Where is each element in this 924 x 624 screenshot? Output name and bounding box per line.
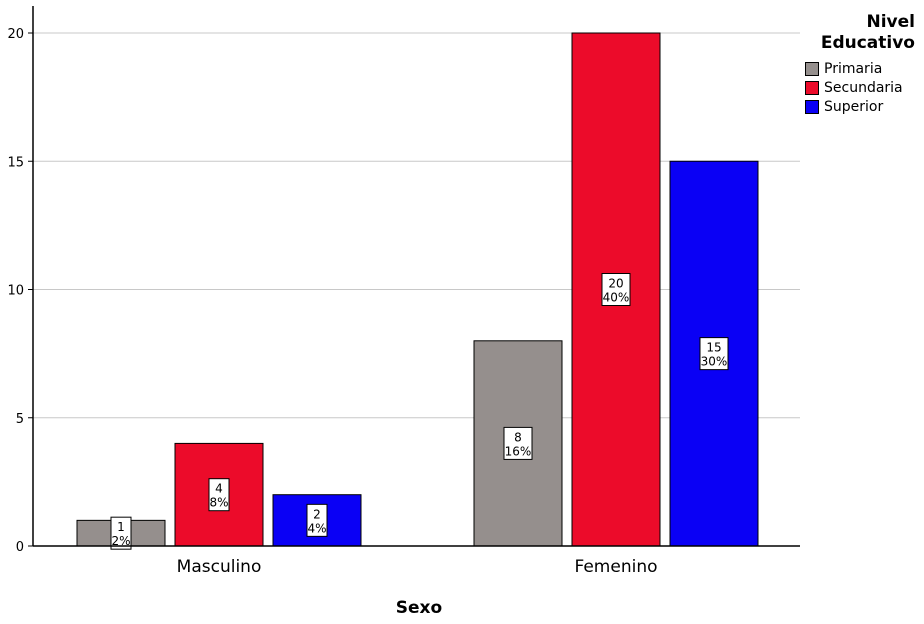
- legend-swatch: [805, 81, 819, 95]
- legend-item-primaria: Primaria: [805, 60, 921, 78]
- data-label-percent: 2%: [111, 534, 130, 548]
- legend-swatch: [805, 100, 819, 114]
- data-label-count: 20: [608, 277, 623, 291]
- legend: Nivel Educativo Primaria Secundaria Superi…: [803, 12, 921, 116]
- legend-label: Superior: [824, 99, 884, 115]
- x-tick-label: Femenino: [575, 557, 658, 577]
- legend-item-superior: Superior: [805, 98, 921, 116]
- legend-items: Primaria Secundaria Superior: [805, 60, 921, 116]
- y-tick-label: 10: [7, 284, 24, 299]
- legend-swatch: [805, 62, 819, 76]
- data-label-count: 2: [313, 507, 321, 521]
- data-label-count: 1: [117, 520, 125, 534]
- axes: [28, 6, 800, 547]
- data-label-box: [208, 478, 230, 512]
- y-tick-label: 5: [16, 412, 24, 427]
- data-label-count: 4: [215, 482, 223, 496]
- data-label-percent: 4%: [307, 521, 326, 535]
- data-label-percent: 8%: [209, 496, 228, 510]
- y-tick-label: 0: [16, 540, 24, 555]
- data-label-percent: 30%: [701, 355, 728, 369]
- legend-label: Primaria: [824, 61, 883, 77]
- legend-title: Nivel Educativo: [820, 12, 915, 53]
- legend-item-secundaria: Secundaria: [805, 79, 921, 97]
- data-label-percent: 40%: [603, 291, 630, 305]
- data-label-box: [306, 503, 328, 537]
- x-tick-label: Masculino: [177, 557, 262, 577]
- data-label-count: 15: [706, 341, 721, 355]
- tick-labels: 0 5 10 15 20 Masculino Femenino: [7, 27, 657, 577]
- data-label-box: [110, 516, 132, 550]
- data-label-box: [699, 337, 729, 371]
- data-label-percent: 16%: [505, 444, 532, 458]
- data-label-count: 8: [514, 430, 522, 444]
- y-tick-label: 15: [7, 155, 24, 170]
- x-axis-title: Sexo: [396, 598, 442, 618]
- y-tick-label: 20: [7, 27, 24, 42]
- data-label-box: [601, 273, 631, 306]
- data-label-box: [503, 426, 533, 460]
- legend-label: Secundaria: [824, 80, 903, 96]
